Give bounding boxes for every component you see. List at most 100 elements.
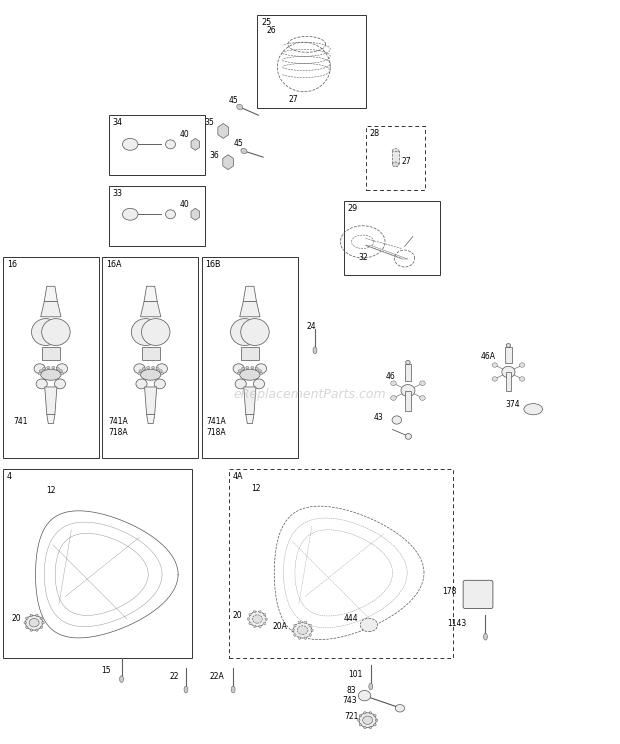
Polygon shape — [144, 387, 157, 414]
Ellipse shape — [359, 713, 376, 728]
Text: 4: 4 — [7, 472, 12, 481]
Ellipse shape — [38, 372, 41, 375]
Text: 718A: 718A — [108, 429, 128, 437]
Ellipse shape — [251, 366, 254, 369]
Ellipse shape — [369, 683, 373, 690]
Ellipse shape — [39, 370, 42, 372]
Bar — [102, 257, 198, 458]
Text: 28: 28 — [370, 129, 379, 138]
Ellipse shape — [369, 726, 371, 728]
Ellipse shape — [364, 712, 366, 714]
Ellipse shape — [292, 629, 294, 632]
Polygon shape — [277, 42, 330, 92]
Ellipse shape — [241, 368, 244, 370]
Bar — [405, 364, 411, 381]
Ellipse shape — [358, 719, 360, 722]
Ellipse shape — [41, 369, 61, 380]
Ellipse shape — [122, 208, 138, 220]
Polygon shape — [141, 301, 161, 317]
Ellipse shape — [396, 705, 404, 712]
Polygon shape — [42, 347, 60, 359]
Text: 83: 83 — [347, 687, 356, 696]
Ellipse shape — [259, 625, 261, 627]
Ellipse shape — [141, 318, 170, 345]
Bar — [108, 186, 205, 246]
Ellipse shape — [166, 140, 175, 149]
Ellipse shape — [40, 617, 43, 619]
Text: 16B: 16B — [205, 260, 221, 269]
Polygon shape — [241, 347, 259, 359]
Ellipse shape — [374, 714, 376, 716]
Bar — [506, 372, 511, 391]
Ellipse shape — [231, 318, 259, 345]
Bar — [257, 15, 366, 108]
Ellipse shape — [293, 634, 296, 636]
Bar — [366, 126, 425, 190]
Ellipse shape — [369, 712, 371, 714]
Ellipse shape — [420, 396, 425, 400]
Text: 40: 40 — [180, 130, 190, 139]
Ellipse shape — [56, 364, 68, 373]
Text: 34: 34 — [112, 118, 122, 127]
Ellipse shape — [32, 318, 60, 345]
Ellipse shape — [249, 623, 251, 625]
Ellipse shape — [298, 626, 308, 635]
Ellipse shape — [484, 633, 487, 640]
Text: 20A: 20A — [273, 622, 288, 631]
Ellipse shape — [260, 372, 263, 375]
Ellipse shape — [254, 611, 256, 613]
Ellipse shape — [42, 368, 45, 370]
Text: 15: 15 — [100, 667, 110, 676]
Text: 12: 12 — [251, 484, 260, 493]
Text: 718A: 718A — [206, 429, 226, 437]
Ellipse shape — [35, 629, 38, 631]
Ellipse shape — [25, 615, 43, 630]
Text: eReplacementParts.com: eReplacementParts.com — [234, 388, 386, 401]
Text: 374: 374 — [505, 400, 520, 409]
Ellipse shape — [313, 347, 317, 353]
Ellipse shape — [264, 613, 266, 615]
Ellipse shape — [309, 634, 312, 636]
Text: 35: 35 — [204, 118, 214, 127]
Ellipse shape — [392, 162, 399, 167]
Polygon shape — [46, 414, 55, 423]
Ellipse shape — [405, 434, 412, 439]
Text: 25: 25 — [261, 18, 272, 27]
Polygon shape — [146, 414, 155, 423]
Ellipse shape — [166, 210, 175, 219]
Polygon shape — [244, 387, 256, 414]
Ellipse shape — [141, 369, 161, 380]
Polygon shape — [141, 347, 160, 359]
Text: 26: 26 — [267, 27, 277, 36]
Bar — [392, 151, 399, 164]
Ellipse shape — [255, 368, 259, 370]
Ellipse shape — [247, 618, 250, 620]
Text: 32: 32 — [358, 254, 368, 263]
Polygon shape — [394, 250, 415, 267]
Text: 20: 20 — [11, 615, 21, 623]
Ellipse shape — [358, 690, 371, 701]
Ellipse shape — [238, 370, 241, 372]
Polygon shape — [218, 124, 229, 138]
Bar — [3, 469, 192, 658]
Text: 36: 36 — [209, 151, 219, 160]
FancyBboxPatch shape — [463, 580, 493, 609]
Polygon shape — [240, 301, 260, 317]
Ellipse shape — [61, 372, 63, 375]
Ellipse shape — [237, 104, 243, 110]
Ellipse shape — [156, 364, 167, 373]
Ellipse shape — [42, 318, 70, 345]
Text: 24: 24 — [306, 322, 316, 331]
Ellipse shape — [255, 364, 267, 373]
Text: 741: 741 — [14, 417, 28, 426]
Ellipse shape — [131, 318, 160, 345]
Ellipse shape — [136, 379, 147, 389]
Ellipse shape — [35, 615, 38, 617]
Text: 29: 29 — [348, 204, 358, 213]
Ellipse shape — [161, 372, 164, 375]
Ellipse shape — [246, 366, 249, 369]
Ellipse shape — [40, 626, 43, 629]
Ellipse shape — [374, 724, 376, 726]
Ellipse shape — [249, 612, 266, 626]
Ellipse shape — [240, 369, 260, 380]
